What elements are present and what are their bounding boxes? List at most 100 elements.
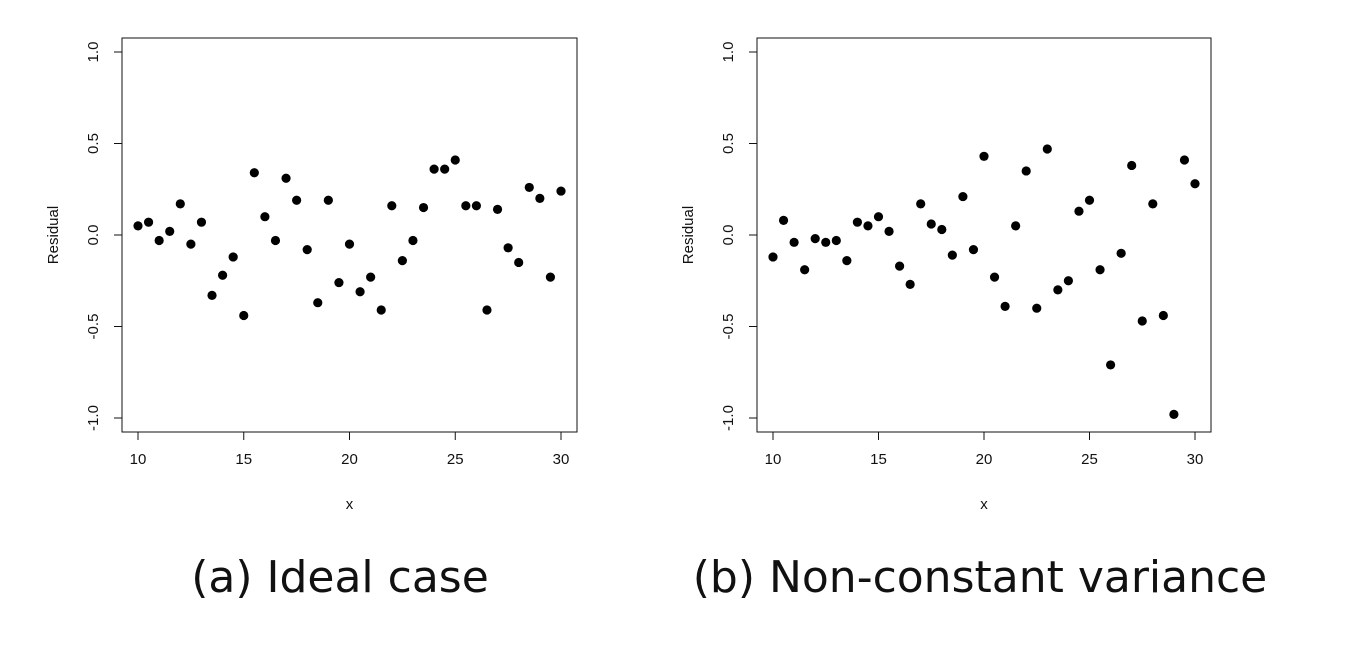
y-tick-label: 0.0	[85, 225, 102, 246]
data-point	[545, 272, 556, 282]
data-point	[989, 272, 1000, 282]
residual-scatter-chart-a: 10 15 20 25 30 -1.0 -0.5 0.0 0.5 1.0 x Residual	[45, 37, 578, 513]
y-tick-label: -1.0	[85, 405, 102, 431]
data-point	[270, 235, 281, 246]
data-point	[535, 193, 545, 203]
data-point	[958, 191, 968, 202]
data-point	[429, 164, 439, 174]
data-point	[260, 212, 270, 222]
data-point	[249, 168, 259, 178]
y-tick-label: 1.0	[85, 42, 102, 63]
data-point	[397, 256, 407, 266]
data-point	[1074, 206, 1084, 216]
data-point	[408, 235, 418, 246]
y-tick-label: 0.0	[720, 225, 737, 246]
x-tick-label: 15	[870, 451, 887, 468]
data-point	[1116, 248, 1126, 258]
data-point	[133, 221, 143, 231]
x-tick-label: 20	[976, 451, 993, 468]
data-point	[1169, 409, 1179, 419]
data-point	[831, 235, 841, 246]
data-point	[450, 155, 460, 165]
data-point	[1053, 285, 1063, 295]
y-tick-label: -0.5	[720, 314, 737, 340]
data-point	[852, 217, 862, 227]
data-point	[895, 261, 905, 271]
data-point	[1042, 144, 1052, 154]
data-point	[492, 204, 503, 214]
data-point	[1158, 310, 1168, 321]
data-point	[196, 217, 207, 227]
data-point	[524, 182, 534, 193]
plot-frame	[756, 37, 1212, 433]
data-point	[471, 201, 481, 211]
data-point	[482, 305, 492, 315]
data-point	[154, 235, 164, 246]
data-point	[175, 199, 185, 209]
plot-frame	[121, 37, 578, 433]
y-tick-label: -1.0	[720, 405, 737, 431]
data-point	[344, 239, 355, 249]
data-point	[979, 151, 989, 161]
x-tick-label: 15	[235, 451, 252, 468]
x-tick-label: 10	[765, 451, 782, 468]
data-point	[905, 279, 915, 290]
data-point	[281, 173, 291, 183]
data-point	[186, 239, 196, 249]
data-point	[968, 245, 979, 255]
data-point	[556, 186, 566, 196]
data-point	[1179, 155, 1190, 165]
data-point	[503, 243, 513, 253]
data-point	[461, 201, 471, 211]
data-point	[1021, 166, 1031, 176]
data-point	[334, 277, 344, 288]
data-point	[292, 195, 302, 205]
data-point	[1063, 276, 1073, 286]
data-point	[376, 305, 386, 315]
data-point	[218, 270, 228, 280]
y-axis-label: Residual	[680, 206, 697, 264]
data-point	[789, 237, 799, 247]
x-tick-label: 10	[130, 451, 147, 468]
data-point	[1106, 360, 1116, 370]
figure-panel-b: 10 15 20 25 30 -1.0 -0.5 0.0 0.5 1.0 x Residual (b)…	[640, 0, 1320, 648]
y-tick-label: 0.5	[85, 133, 102, 154]
data-point	[926, 219, 936, 229]
data-point	[440, 164, 450, 174]
data-point	[387, 201, 397, 211]
data-point	[302, 245, 312, 255]
y-tick-label: 0.5	[720, 133, 737, 154]
data-point	[1000, 301, 1010, 311]
data-point	[1095, 265, 1105, 275]
data-point	[418, 202, 429, 213]
x-tick-label: 25	[1081, 451, 1098, 468]
x-axis-label: x	[346, 496, 354, 513]
data-point	[313, 298, 323, 308]
data-point	[937, 224, 947, 235]
data-point	[1011, 221, 1021, 231]
data-point	[1137, 316, 1147, 326]
caption-a: (a) Ideal case	[191, 552, 489, 603]
data-point	[884, 226, 894, 236]
data-point	[1127, 160, 1137, 171]
data-point	[842, 256, 852, 266]
caption-b: (b) Non-constant variance	[692, 552, 1268, 603]
data-point	[514, 257, 524, 268]
data-point	[873, 212, 884, 222]
y-tick-label: -0.5	[85, 314, 102, 340]
data-point	[366, 272, 376, 282]
data-point	[1032, 303, 1042, 313]
data-point	[768, 252, 778, 262]
data-point	[323, 195, 333, 205]
data-point	[228, 252, 238, 262]
residual-scatter-chart-b: 10 15 20 25 30 -1.0 -0.5 0.0 0.5 1.0 x Residual	[680, 37, 1212, 513]
y-axis-label: Residual	[45, 206, 62, 264]
data-point	[1190, 179, 1200, 189]
x-tick-label: 30	[1187, 451, 1204, 468]
data-point	[355, 287, 365, 297]
data-point	[863, 221, 873, 231]
data-point	[1148, 199, 1158, 209]
data-point	[165, 226, 175, 236]
data-point	[778, 215, 789, 225]
data-point	[207, 290, 217, 300]
